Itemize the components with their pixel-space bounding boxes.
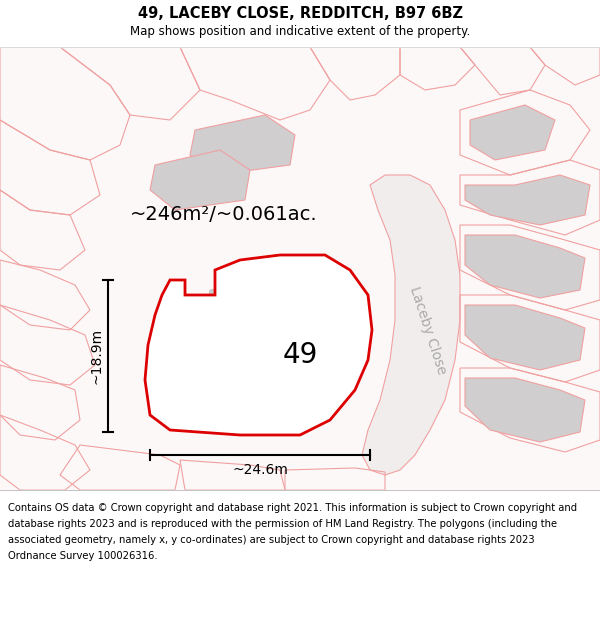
Polygon shape [145,255,372,435]
Polygon shape [190,115,295,175]
Polygon shape [150,150,250,210]
Text: Map shows position and indicative extent of the property.: Map shows position and indicative extent… [130,26,470,39]
Text: 49, LACEBY CLOSE, REDDITCH, B97 6BZ: 49, LACEBY CLOSE, REDDITCH, B97 6BZ [137,6,463,21]
Bar [0,0,600,47]
Polygon shape [245,380,330,430]
Text: Ordnance Survey 100026316.: Ordnance Survey 100026316. [8,551,158,561]
Polygon shape [465,235,585,298]
Polygon shape [205,280,285,345]
Polygon shape [470,105,555,160]
Polygon shape [465,378,585,442]
Polygon shape [362,175,460,475]
Text: database rights 2023 and is reproduced with the permission of HM Land Registry. : database rights 2023 and is reproduced w… [8,519,557,529]
Polygon shape [465,305,585,370]
Text: Contains OS data © Crown copyright and database right 2021. This information is : Contains OS data © Crown copyright and d… [8,503,577,513]
Text: ~24.6m: ~24.6m [232,463,288,477]
Text: ~18.9m: ~18.9m [89,328,103,384]
Polygon shape [465,175,590,225]
Text: associated geometry, namely x, y co-ordinates) are subject to Crown copyright an: associated geometry, namely x, y co-ordi… [8,535,535,545]
Text: Laceby Close: Laceby Close [407,284,449,376]
Polygon shape [245,330,330,395]
Bar [0,47,600,490]
Bar [0,490,600,625]
Text: ~246m²/~0.061ac.: ~246m²/~0.061ac. [130,206,317,224]
Text: 49: 49 [283,341,317,369]
